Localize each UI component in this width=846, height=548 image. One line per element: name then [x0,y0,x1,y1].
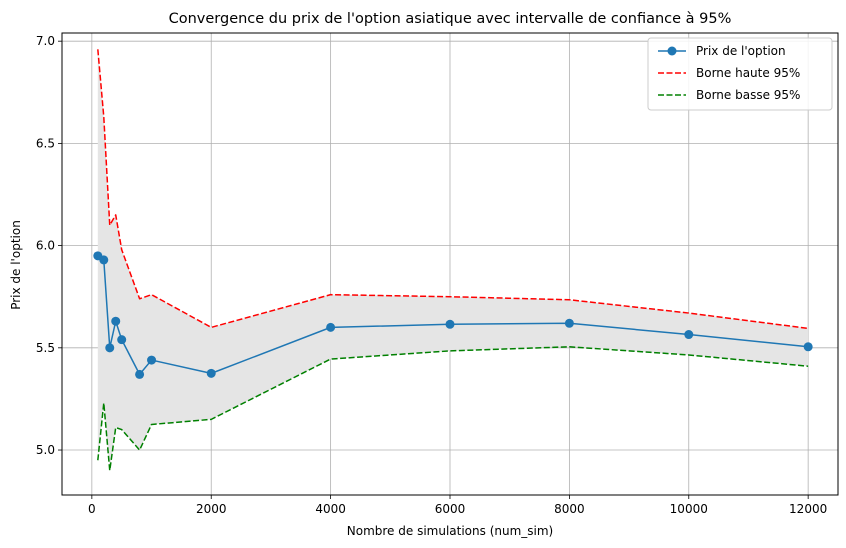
x-tick-label: 12000 [789,502,827,516]
price-data-point [564,318,574,328]
lower-bound-series-line [97,346,809,472]
series-layer [93,49,813,472]
price-data-point [326,322,336,332]
x-tick-label: 8000 [554,502,585,516]
price-data-point [445,319,455,329]
x-tick-label: 2000 [196,502,227,516]
y-axis-title: Prix de l'option [9,220,23,310]
price-data-point [99,255,109,265]
plot-area: 0 2000 4000 6000 8000 10000 12000 5.0 5.5 6.0 6.5 7… [36,32,839,516]
price-data-point [803,342,813,352]
price-data-point [105,343,115,353]
legend-price-label: Prix de l'option [696,44,786,58]
confidence-band [97,49,809,471]
x-tick-label: 6000 [435,502,466,516]
legend-lower-bound-label: Borne basse 95% [696,88,800,102]
y-tick-label: 5.5 [36,341,55,355]
chart-title: Convergence du prix de l'option asiatiqu… [169,11,732,27]
price-data-point [684,330,694,340]
price-data-point [147,355,157,365]
price-data-point [117,335,127,345]
x-tick-label: 0 [88,502,96,516]
legend-price-marker [667,46,677,56]
legend-upper-bound-label: Borne haute 95% [696,66,800,80]
x-axis-title: Nombre de simulations (num_sim) [347,524,553,538]
legend-box [647,37,833,111]
legend: Prix de l'option Borne haute 95% Borne bas… [647,37,833,111]
axis-ticks: 0 2000 4000 6000 8000 10000 12000 5.0 5.5 6.0 6.5 7… [36,34,827,516]
price-data-point [111,316,121,326]
upper-bound-series-line [97,49,809,330]
y-tick-label: 7.0 [36,34,55,48]
y-tick-label: 6.0 [36,239,55,253]
confidence-band-area [97,49,809,471]
x-tick-label: 10000 [670,502,708,516]
y-tick-label: 6.5 [36,136,55,150]
price-data-point [206,368,216,378]
price-data-point [135,369,145,379]
x-tick-label: 4000 [315,502,346,516]
y-tick-label: 5.0 [36,443,55,457]
